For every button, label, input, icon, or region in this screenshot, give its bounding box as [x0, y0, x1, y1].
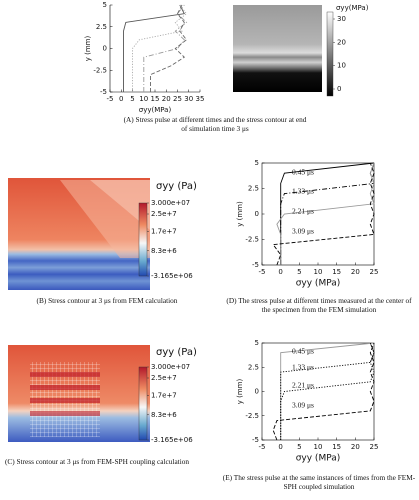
x-tick-label: -5	[259, 443, 266, 451]
annotation: 3.09 μs	[292, 401, 314, 410]
y-tick-label: -5	[252, 436, 259, 444]
x-tick-label: 15	[332, 268, 341, 276]
y-tick-label: 0	[255, 210, 259, 218]
sph-band	[30, 398, 100, 403]
x-axis-label: σyy (MPa)	[296, 454, 341, 464]
colorbar-label: 8.3e+6	[151, 247, 177, 255]
stress-line	[272, 162, 375, 266]
y-tick-label: -5	[100, 88, 107, 96]
colorbar-label: 8.3e+6	[151, 411, 177, 419]
sph-band	[30, 385, 100, 390]
x-tick-label: 5	[297, 268, 301, 276]
sph-band	[30, 372, 100, 377]
y-tick-label: 0	[103, 45, 107, 53]
annotation: 1.33 μs	[292, 187, 314, 196]
x-tick-label: 10	[314, 443, 323, 451]
y-tick-label: 0	[255, 388, 259, 396]
x-tick-label: 10	[139, 95, 148, 103]
x-tick-label: 20	[351, 268, 360, 276]
x-tick-label: 5	[297, 443, 301, 451]
stress-line	[143, 4, 188, 92]
x-tick-label: 0	[278, 443, 282, 451]
caption: (A) Stress pulse at different times and …	[123, 115, 307, 133]
x-tick-label: 25	[370, 268, 379, 276]
colorbar-label: 0	[337, 85, 341, 93]
annotation: 0.45 μs	[292, 168, 314, 177]
colorbar-label: 10	[337, 62, 346, 70]
colorbar	[138, 202, 148, 277]
x-tick-label: -5	[259, 268, 266, 276]
caption: (E) The stress pulse at the same instanc…	[222, 473, 416, 491]
caption: (D) The stress pulse at different times …	[226, 296, 412, 314]
x-tick-label: 35	[196, 95, 205, 103]
y-tick-label: -2.5	[245, 412, 259, 420]
stress-line	[272, 342, 375, 441]
x-tick-label: 15	[151, 95, 160, 103]
colorbar-label: 1.7e+7	[151, 392, 177, 400]
x-tick-label: 20	[162, 95, 171, 103]
x-tick-label: 0	[278, 268, 282, 276]
colorbar-label: 3.000e+07	[151, 363, 190, 371]
x-tick-label: 20	[351, 443, 360, 451]
colorbar-title: σyy(MPa)	[336, 4, 369, 12]
x-tick-label: -5	[107, 95, 114, 103]
y-tick-label: 2.5	[96, 23, 107, 31]
colorbar-title: σyy (Pa)	[156, 181, 197, 192]
stress-line	[280, 342, 375, 440]
x-tick-label: 10	[314, 268, 323, 276]
colorbar-label: 3.000e+07	[151, 199, 190, 207]
x-tick-label: 0	[119, 95, 123, 103]
contour-image	[233, 5, 322, 92]
y-tick-label: -2.5	[93, 66, 107, 74]
y-axis-label: y (mm)	[236, 378, 244, 404]
x-tick-label: 5	[130, 95, 134, 103]
x-tick-label: 25	[173, 95, 182, 103]
caption: (B) Stress contour at 3 μs from FEM calc…	[36, 296, 178, 305]
plot-frame	[261, 162, 375, 266]
stress-line	[276, 162, 375, 265]
annotation: 2.21 μs	[292, 207, 314, 216]
stress-line	[150, 4, 188, 92]
colorbar-title: σyy (Pa)	[156, 347, 197, 358]
annotation: 2.21 μs	[292, 381, 314, 390]
stress-line	[123, 4, 185, 92]
colorbar-label: 1.7e+7	[151, 228, 177, 236]
colorbar-label: -3.165e+06	[151, 272, 193, 280]
y-axis-label: y (mm)	[236, 201, 244, 227]
colorbar-label: 30	[337, 15, 346, 23]
x-tick-label: 25	[370, 443, 379, 451]
colorbar-label: -3.165e+06	[151, 436, 193, 444]
x-tick-label: 30	[184, 95, 193, 103]
y-tick-label: -5	[252, 261, 259, 269]
y-tick-label: 2.5	[248, 185, 259, 193]
colorbar-label: 20	[337, 38, 346, 46]
colorbar-label: 2.5e+7	[151, 374, 177, 382]
y-tick-label: 5	[255, 159, 259, 167]
annotation: 3.09 μs	[292, 227, 314, 236]
y-axis-label: y (mm)	[84, 35, 92, 61]
y-tick-label: -2.5	[245, 236, 259, 244]
x-tick-label: 15	[332, 443, 341, 451]
sph-band	[30, 411, 100, 416]
stress-line	[280, 342, 375, 440]
x-axis-label: σyy(MPa)	[139, 106, 172, 114]
y-tick-label: 5	[255, 339, 259, 347]
caption: (C) Stress contour at 3 μs from FEM-SPH …	[4, 457, 190, 466]
colorbar-label: 2.5e+7	[151, 210, 177, 218]
stress-line	[132, 4, 188, 92]
y-tick-label: 5	[103, 1, 107, 9]
stress-line	[280, 342, 375, 440]
y-tick-label: 2.5	[248, 363, 259, 371]
colorbar	[326, 11, 334, 97]
x-axis-label: σyy (MPa)	[296, 279, 341, 289]
contour-streak	[90, 180, 150, 230]
colorbar	[138, 366, 148, 441]
annotation: 1.33 μs	[292, 363, 314, 372]
annotation: 0.45 μs	[292, 347, 314, 356]
plot-frame	[261, 342, 375, 441]
